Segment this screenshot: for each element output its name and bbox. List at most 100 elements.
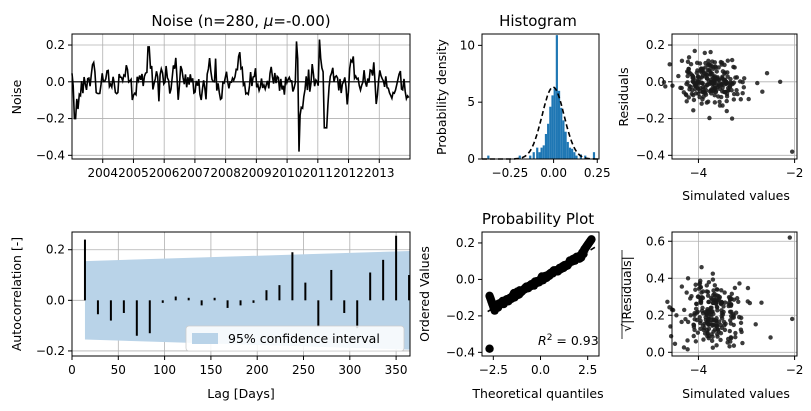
scatter-point bbox=[685, 276, 691, 281]
scatter-point bbox=[735, 91, 740, 97]
histogram-bar bbox=[540, 147, 543, 159]
noise-plot-frame bbox=[71, 33, 411, 160]
y-tick-label: 0.2 bbox=[646, 38, 665, 52]
scatter-point bbox=[698, 326, 703, 331]
scatter-point bbox=[704, 76, 710, 81]
scatter-point bbox=[719, 288, 724, 293]
scatter-point bbox=[698, 318, 703, 324]
scatter-point bbox=[729, 291, 735, 297]
x-tick-label: 2012 bbox=[333, 166, 364, 180]
scatter-point bbox=[708, 49, 713, 55]
probplot-point bbox=[587, 235, 596, 244]
scatter-point bbox=[725, 58, 731, 63]
residuals-xlabel: Simulated values bbox=[682, 188, 790, 203]
scatter-point bbox=[692, 48, 697, 54]
scatter-point bbox=[706, 62, 712, 67]
scatter-point bbox=[728, 297, 733, 303]
histogram-plot-frame bbox=[481, 33, 600, 160]
scatter-point bbox=[693, 339, 699, 344]
scatter-point bbox=[730, 315, 735, 320]
scale-location-panel: √|Residuals| Simulated values −4 −2 0.0 0.2… bbox=[619, 231, 803, 401]
residuals-panel: Residuals Simulated values −4 −2 −0.4 −0.2 0… bbox=[616, 33, 803, 203]
scatter-point bbox=[753, 322, 758, 327]
scatter-point bbox=[721, 82, 727, 87]
y-tick-label: 10 bbox=[460, 38, 475, 52]
scatter-point bbox=[740, 79, 745, 85]
scatter-point bbox=[712, 100, 718, 105]
scatter-point bbox=[787, 235, 792, 240]
scatter-point bbox=[706, 68, 712, 73]
scatter-point bbox=[712, 93, 717, 98]
scatter-point bbox=[722, 290, 727, 295]
x-tick-label: 0.00 bbox=[540, 166, 567, 180]
noise-ylabel: Noise bbox=[9, 79, 24, 114]
scatter-point bbox=[741, 85, 747, 90]
scatter-point bbox=[716, 81, 721, 87]
x-tick-label: 2004 bbox=[87, 166, 118, 180]
histogram-bar bbox=[542, 145, 545, 159]
histogram-bar bbox=[592, 152, 596, 159]
scatter-point bbox=[696, 86, 701, 92]
scatter-point bbox=[700, 289, 706, 294]
y-tick-label: 0.0 bbox=[46, 293, 65, 307]
scatter-point bbox=[712, 60, 718, 65]
y-tick-label: 0.0 bbox=[456, 272, 475, 286]
scatter-point bbox=[707, 81, 713, 87]
histogram-panel: Histogram Probability density −0.25 0.00 0… bbox=[434, 12, 611, 180]
scatter-point bbox=[690, 75, 695, 80]
scatter-point bbox=[718, 337, 723, 343]
scatter-point bbox=[696, 80, 701, 85]
histogram-bar bbox=[571, 148, 574, 159]
scatter-point bbox=[737, 314, 742, 320]
x-tick-label: 350 bbox=[385, 363, 408, 377]
scatter-point bbox=[699, 294, 704, 300]
x-tick-label: 0.0 bbox=[531, 363, 550, 377]
probplot-point bbox=[485, 344, 494, 353]
probplot-ylabel: Ordered Values bbox=[417, 246, 432, 342]
scatter-point bbox=[683, 316, 688, 322]
scatter-point bbox=[711, 329, 716, 334]
y-tick-label: −0.4 bbox=[36, 148, 65, 162]
x-tick-label: 2008 bbox=[210, 166, 241, 180]
x-tick-label: 2006 bbox=[149, 166, 180, 180]
scatter-point bbox=[733, 334, 738, 340]
noise-panel: Noise (n=280, μ=-0.00) Noise 2004 2005 200… bbox=[9, 12, 411, 180]
scatter-point bbox=[695, 330, 701, 335]
scatter-point bbox=[719, 62, 724, 67]
scatter-point bbox=[685, 338, 690, 343]
probplot-xlabel: Theoretical quantiles bbox=[471, 386, 603, 401]
scatter-point bbox=[685, 59, 691, 64]
scatter-point bbox=[704, 73, 710, 78]
scatter-point bbox=[731, 343, 737, 348]
scatter-point bbox=[691, 97, 697, 103]
scatter-point bbox=[721, 304, 726, 309]
scatter-point bbox=[701, 337, 706, 342]
scatter-point bbox=[687, 83, 692, 89]
y-tick-label: 0 bbox=[467, 152, 475, 166]
y-tick-label: 0.0 bbox=[646, 345, 665, 359]
scatter-point bbox=[704, 283, 709, 288]
probplot-r2-annotation: R2 = 0.93 bbox=[538, 333, 599, 348]
scatter-point bbox=[734, 75, 740, 80]
scatter-point bbox=[710, 334, 715, 339]
scatter-point bbox=[685, 73, 690, 79]
scatter-point bbox=[717, 103, 723, 108]
x-tick-label: −4 bbox=[690, 363, 708, 377]
scatter-point bbox=[696, 286, 702, 291]
y-tick-label: 5 bbox=[467, 95, 475, 109]
scatter-point bbox=[719, 94, 724, 100]
legend-label-confidence: 95% confidence interval bbox=[228, 331, 380, 346]
scatter-point bbox=[722, 89, 728, 95]
scatter-point bbox=[714, 69, 719, 74]
scatter-point bbox=[742, 76, 747, 81]
scatter-point bbox=[731, 91, 737, 97]
scatter-point bbox=[697, 315, 702, 320]
acf-ylabel: Autocorrelation [-] bbox=[9, 237, 24, 351]
scatter-point bbox=[663, 84, 668, 89]
x-tick-label: 2011 bbox=[303, 166, 334, 180]
scatter-point bbox=[676, 73, 681, 79]
scatter-point bbox=[702, 331, 708, 336]
scatter-point bbox=[710, 271, 716, 276]
scatter-point bbox=[713, 88, 719, 93]
scatter-point bbox=[704, 100, 710, 105]
